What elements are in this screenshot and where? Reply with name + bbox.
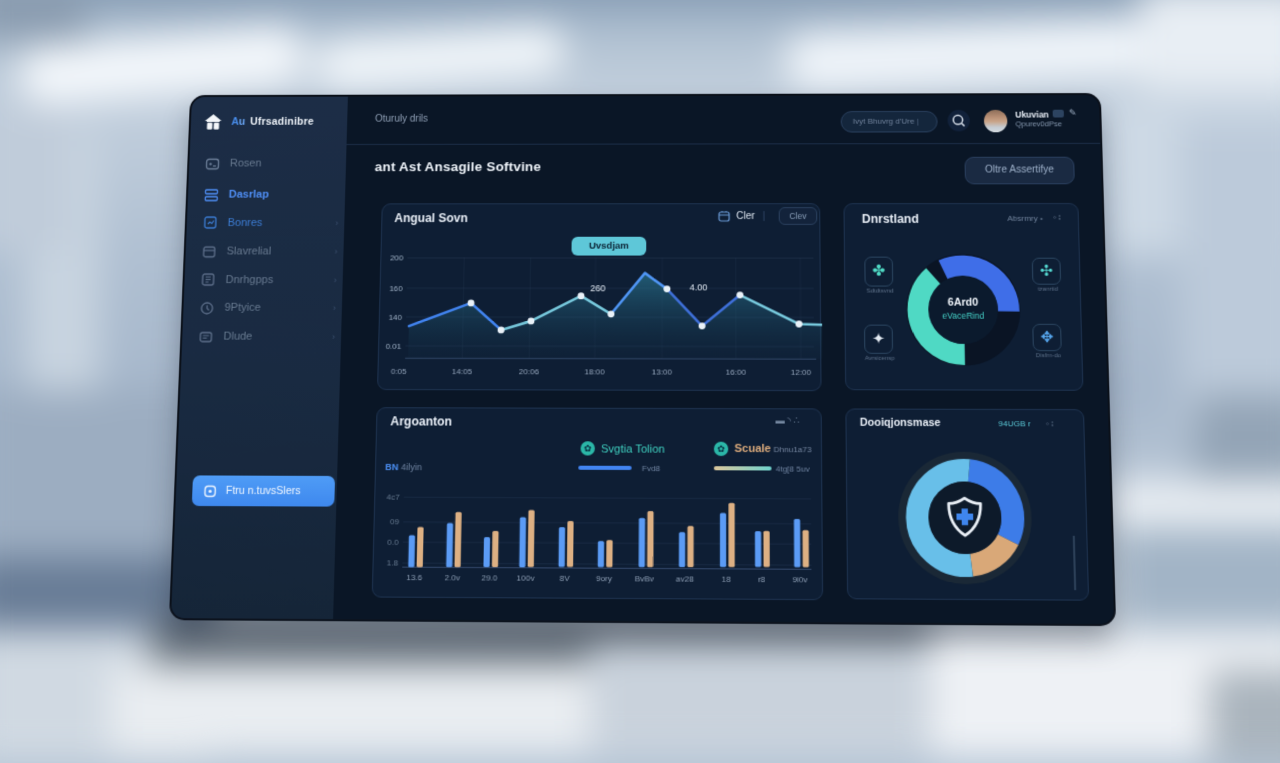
svg-text:100v: 100v xyxy=(517,573,535,583)
svg-text:160: 160 xyxy=(389,284,403,293)
svg-text:20:06: 20:06 xyxy=(519,367,539,376)
svg-text:eVaceRind: eVaceRind xyxy=(942,311,985,320)
svg-text:r8: r8 xyxy=(758,575,765,585)
svg-text:av28: av28 xyxy=(676,574,694,584)
svg-text:0.01: 0.01 xyxy=(386,342,402,351)
svg-text:140: 140 xyxy=(388,313,402,322)
svg-text:4.00: 4.00 xyxy=(690,282,708,292)
svg-text:BvBv: BvBv xyxy=(635,574,655,584)
svg-text:2.0v: 2.0v xyxy=(444,573,460,583)
svg-text:29.0: 29.0 xyxy=(481,573,497,583)
svg-text:12:00: 12:00 xyxy=(791,368,812,377)
svg-text:16:00: 16:00 xyxy=(726,367,746,376)
svg-text:9i0v: 9i0v xyxy=(792,575,807,585)
svg-text:9ory: 9ory xyxy=(596,574,612,584)
svg-text:1.8: 1.8 xyxy=(387,558,399,568)
svg-text:0:05: 0:05 xyxy=(391,367,407,376)
svg-text:4c7: 4c7 xyxy=(386,492,399,502)
svg-text:260: 260 xyxy=(590,283,605,293)
svg-text:8V: 8V xyxy=(560,573,571,583)
svg-text:18:00: 18:00 xyxy=(584,367,604,376)
svg-text:18: 18 xyxy=(722,574,731,584)
svg-text:13:00: 13:00 xyxy=(652,367,672,376)
svg-text:0.0: 0.0 xyxy=(387,537,399,547)
svg-text:13.6: 13.6 xyxy=(406,573,422,583)
svg-text:6Ard0: 6Ard0 xyxy=(948,298,979,309)
svg-text:14:05: 14:05 xyxy=(452,367,472,376)
svg-text:09: 09 xyxy=(390,517,399,527)
svg-text:200: 200 xyxy=(390,254,404,263)
